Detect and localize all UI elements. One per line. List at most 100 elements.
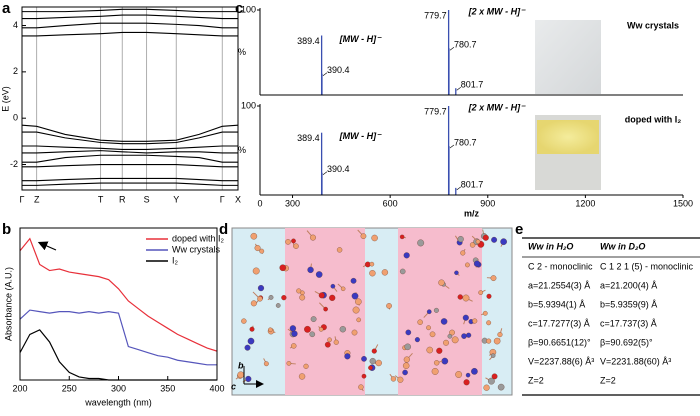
band-line — [22, 154, 238, 163]
x-tick-label: 350 — [160, 383, 175, 393]
atom — [257, 296, 263, 302]
spectrum-line — [19, 237, 218, 352]
atom — [465, 262, 470, 268]
peak-label: 390.4 — [327, 65, 350, 75]
ion-annotation: [MW - H]⁻ — [339, 131, 382, 141]
atom — [472, 318, 478, 324]
atom — [285, 239, 291, 245]
atom — [381, 269, 389, 276]
band-line — [22, 150, 238, 154]
peak-label-leader — [449, 144, 455, 149]
band-line — [22, 177, 238, 182]
atom — [303, 363, 309, 369]
atom — [310, 234, 316, 241]
atom — [245, 375, 252, 382]
spectrum-line — [19, 329, 217, 381]
atom — [414, 337, 420, 343]
atom — [318, 292, 325, 299]
band-line — [22, 14, 238, 20]
atom — [361, 373, 367, 379]
peak-label: 389.4 — [297, 36, 320, 46]
band-line — [21, 124, 239, 142]
atom — [462, 294, 470, 302]
axis-b: b — [238, 360, 244, 370]
atom — [455, 371, 463, 378]
atom — [397, 376, 404, 383]
plot-frame — [21, 6, 239, 191]
atom — [386, 303, 392, 309]
atom — [352, 306, 360, 314]
atom — [268, 327, 273, 333]
atom — [404, 343, 411, 351]
ion-annotation: [2 x MW - H]⁻ — [468, 6, 526, 16]
atom — [443, 339, 449, 346]
atom — [340, 286, 346, 292]
atom — [482, 234, 489, 241]
atom — [417, 319, 423, 325]
atom — [315, 271, 323, 278]
atom — [438, 279, 445, 286]
x-tick-label: 200 — [12, 383, 27, 393]
atom — [368, 365, 373, 371]
atom — [298, 373, 306, 380]
atom — [490, 353, 496, 358]
peak-label: 780.7 — [454, 137, 477, 147]
y-axis-label: Absorbance (A.U.) — [3, 267, 13, 341]
atom — [355, 298, 362, 305]
atom — [360, 233, 367, 239]
table-header: Ww in H₂O — [528, 241, 573, 251]
atom — [244, 344, 251, 351]
atom — [497, 332, 503, 338]
atom — [263, 361, 269, 367]
atom — [426, 346, 434, 354]
atom — [434, 360, 440, 366]
table-cell: b=5.9394(1) Å — [528, 299, 585, 309]
atom — [358, 384, 364, 390]
atom — [405, 329, 412, 336]
band-line — [22, 145, 238, 151]
atom — [417, 239, 425, 247]
atom — [488, 377, 495, 385]
peak-label: 779.7 — [424, 10, 447, 20]
atom — [483, 384, 490, 391]
x-tick-label: Γ — [20, 194, 25, 204]
atom — [449, 329, 455, 336]
atom — [457, 236, 464, 243]
band-line — [22, 22, 238, 29]
atom — [486, 320, 492, 326]
atom — [491, 373, 498, 380]
x-tick-label: 1200 — [575, 198, 595, 208]
table-cell: Z=2 — [600, 375, 616, 385]
atom — [490, 275, 497, 281]
atom — [462, 314, 469, 321]
atom — [436, 347, 443, 354]
atom — [500, 238, 507, 246]
x-tick-label: 300 — [111, 383, 126, 393]
y-tick-label: 4 — [13, 20, 18, 30]
x-tick-label: R — [119, 194, 126, 204]
atom — [403, 252, 410, 259]
crystal-photo — [535, 20, 601, 94]
y-axis-label: E (eV) — [0, 86, 10, 112]
y-tick-label: 2 — [13, 66, 18, 76]
image-caption: doped with I₂ — [625, 114, 682, 124]
atom — [440, 318, 448, 325]
atom — [344, 353, 351, 360]
atom — [473, 260, 481, 267]
atom — [250, 300, 257, 307]
atom — [241, 318, 247, 324]
atom — [454, 270, 459, 276]
atom — [339, 326, 346, 333]
atom — [237, 371, 245, 379]
x-axis-label: m/z — [464, 208, 480, 218]
atom — [356, 317, 361, 323]
peak-label: 801.7 — [461, 80, 484, 90]
x-tick-label: 250 — [62, 383, 77, 393]
atom — [350, 277, 357, 284]
atom — [291, 343, 297, 349]
spectrum-line — [19, 309, 217, 366]
atom — [296, 288, 302, 294]
peak-label-leader — [322, 72, 328, 76]
table-cell: C 2 - monoclinic — [528, 261, 593, 271]
